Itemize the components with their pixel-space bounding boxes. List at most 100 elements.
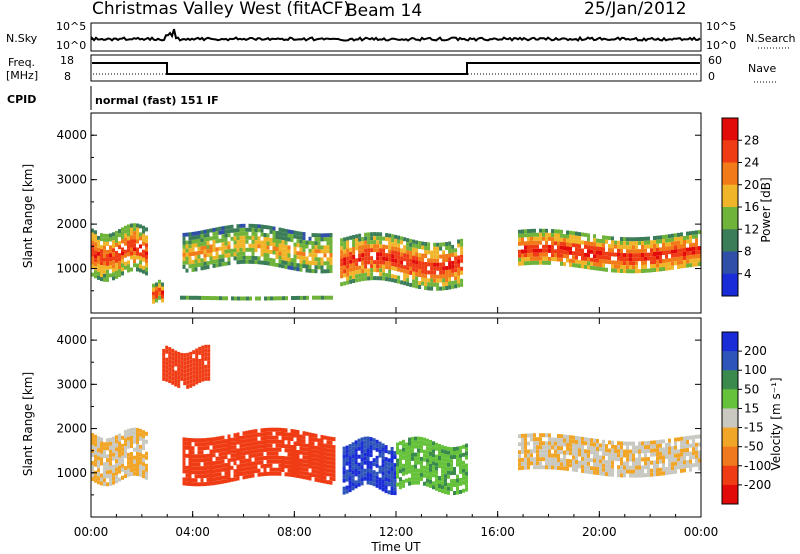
- data-cell: [402, 443, 405, 448]
- data-cell: [329, 464, 333, 469]
- data-cell: [641, 253, 644, 257]
- data-cell: [441, 485, 444, 490]
- data-cell: [224, 471, 228, 476]
- data-cell: [662, 439, 665, 444]
- data-cell: [650, 460, 653, 465]
- data-cell: [596, 467, 599, 471]
- data-cell: [641, 465, 644, 470]
- data-cell: [551, 233, 554, 238]
- data-cell: [399, 441, 402, 446]
- data-cell: [168, 351, 172, 356]
- data-cell: [346, 272, 350, 277]
- data-cell: [251, 453, 255, 458]
- colorbar-swatch: [722, 140, 738, 163]
- data-cell: [557, 233, 560, 238]
- data-cell: [408, 457, 411, 462]
- x-tick-label: 04:00: [175, 525, 210, 539]
- data-cell: [245, 470, 249, 475]
- data-cell: [608, 440, 611, 445]
- data-cell: [127, 472, 130, 477]
- data-cell: [686, 452, 689, 456]
- data-cell: [109, 261, 112, 266]
- data-cell: [360, 473, 364, 478]
- data-cell: [527, 245, 530, 250]
- data-cell: [521, 257, 524, 262]
- data-cell: [611, 260, 614, 265]
- data-cell: [554, 253, 557, 258]
- data-cell: [302, 248, 306, 253]
- data-cell: [405, 446, 408, 451]
- data-cell: [305, 256, 309, 261]
- data-cell: [366, 436, 370, 441]
- data-cell: [542, 244, 545, 249]
- data-cell: [644, 256, 647, 261]
- data-cell: [536, 445, 539, 450]
- data-cell: [436, 258, 440, 263]
- nsearch-tick-bottom: 10^0: [706, 39, 736, 52]
- data-cell: [103, 249, 106, 254]
- data-cell: [109, 457, 112, 462]
- data-cell: [227, 462, 231, 467]
- data-cell: [695, 258, 698, 263]
- data-cell: [340, 262, 344, 267]
- data-cell: [677, 264, 680, 269]
- data-cell: [155, 294, 158, 299]
- data-cell: [185, 252, 189, 257]
- data-cell: [448, 285, 452, 290]
- data-cell: [343, 261, 347, 266]
- data-cell: [230, 224, 234, 229]
- data-cell: [414, 468, 417, 473]
- data-cell: [626, 445, 629, 450]
- data-cell: [560, 438, 563, 443]
- data-cell: [441, 473, 444, 478]
- data-cell: [139, 224, 142, 229]
- data-cell: [145, 227, 148, 232]
- data-cell: [551, 241, 554, 246]
- data-cell: [284, 236, 288, 241]
- data-cell: [323, 479, 327, 484]
- data-cell: [527, 457, 530, 462]
- data-cell: [608, 448, 611, 453]
- data-cell: [414, 440, 417, 445]
- data-cell: [284, 456, 288, 461]
- data-cell: [465, 451, 468, 456]
- data-cell: [692, 439, 695, 444]
- data-cell: [382, 236, 386, 241]
- data-cell: [408, 461, 411, 466]
- data-cell: [269, 471, 273, 476]
- data-cell: [239, 459, 243, 464]
- data-cell: [201, 365, 205, 370]
- data-cell: [263, 428, 267, 432]
- data-cell: [305, 471, 309, 476]
- data-cell: [427, 286, 431, 291]
- data-cell: [320, 471, 324, 475]
- data-cell: [130, 247, 133, 252]
- data-cell: [372, 470, 376, 475]
- data-cell: [323, 475, 327, 480]
- data-cell: [533, 433, 536, 438]
- data-cell: [620, 265, 623, 269]
- data-cell: [453, 447, 456, 451]
- data-cell: [212, 263, 216, 268]
- data-cell: [569, 246, 572, 251]
- data-cell: [518, 237, 521, 242]
- data-cell: [656, 448, 659, 453]
- data-cell: [378, 481, 382, 486]
- data-cell: [299, 462, 303, 467]
- data-cell: [530, 228, 533, 233]
- data-cell: [662, 239, 665, 243]
- data-cell: [354, 440, 358, 445]
- data-cell: [683, 248, 686, 252]
- data-cell: [91, 469, 94, 473]
- data-cell: [133, 427, 136, 432]
- data-cell: [206, 477, 210, 482]
- data-cell: [320, 479, 324, 483]
- data-cell: [136, 440, 139, 444]
- data-cell: [394, 258, 398, 263]
- data-cell: [263, 464, 267, 468]
- data-cell: [442, 254, 446, 259]
- data-cell: [695, 462, 698, 467]
- data-cell: [221, 475, 225, 480]
- data-cell: [206, 229, 210, 234]
- data-cell: [439, 246, 443, 251]
